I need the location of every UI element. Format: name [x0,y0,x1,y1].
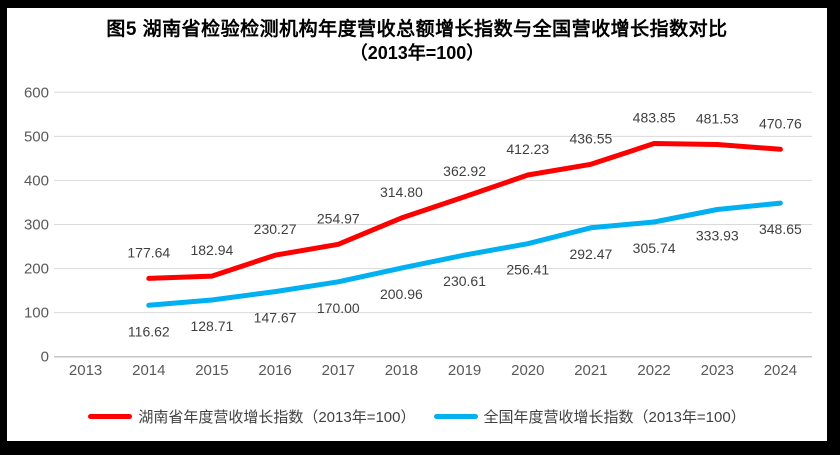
chart-title-line2: （2013年=100） [349,43,485,63]
hunan-series-data-label: 436.55 [569,130,612,146]
national-series-data-label: 292.47 [569,246,612,262]
national-series-data-label: 128.71 [190,318,233,334]
plot-svg: 0 100 200 300 400 500 600 2013 2014 2015 2016 2017 2… [24,84,812,379]
x-tick-label: 2013 [69,362,102,379]
legend-item-hunan: 湖南省年度营收增长指数（2013年=100） [88,406,416,427]
x-tick-label: 2020 [511,362,544,379]
y-tick-label: 500 [24,128,49,145]
chart-title: 图5 湖南省检验检测机构年度营收总额增长指数与全国营收增长指数对比 （2013年… [7,18,827,64]
hunan-series-line [146,141,783,281]
y-tick-label: 0 [41,349,49,366]
x-tick-label: 2019 [448,362,481,379]
national-series-data-label: 333.93 [696,228,739,244]
chart-title-line1: 图5 湖南省检验检测机构年度营收总额增长指数与全国营收增长指数对比 [106,19,728,40]
national-series-data-label: 116.62 [128,323,170,339]
x-tick-label: 2016 [258,362,291,379]
x-tick-label: 2014 [132,362,165,379]
x-tick-label: 2022 [637,362,670,379]
hunan-series-data-label: 412.23 [506,141,549,157]
hunan-series-data-label: 182.94 [190,242,233,258]
national-series-data-label: 305.74 [633,240,676,256]
y-tick-label: 300 [24,217,49,234]
national-series-data-label: 170.00 [317,300,360,316]
national-series-line [146,200,783,308]
x-tick-label: 2015 [195,362,228,379]
hunan-series-data-label: 254.97 [317,210,360,226]
x-tick-label: 2024 [764,362,797,379]
national-series-data-label: 200.96 [380,286,423,302]
y-tick-label: 600 [24,84,49,101]
national-series-data-label: 256.41 [506,262,549,278]
x-tick-label: 2021 [574,362,607,379]
hunan-series-data-label: 314.80 [380,184,423,200]
x-tick-label: 2018 [385,362,418,379]
legend-label-hunan: 湖南省年度营收增长指数（2013年=100） [138,409,416,426]
y-tick-label: 400 [24,172,49,189]
national-series-data-label: 230.61 [443,273,486,289]
hunan-series-data-label: 230.27 [254,221,297,237]
legend-line-swatch-red [88,414,133,419]
hunan-series-data-label: 481.53 [696,111,739,127]
national-series-data-label: 348.65 [759,221,802,237]
y-tick-label: 100 [24,305,49,322]
hunan-series-data-label: 362.92 [443,163,486,179]
legend-line-swatch-blue [433,414,478,419]
legend: 湖南省年度营收增长指数（2013年=100） 全国年度营收增长指数（2013年=… [7,406,827,427]
hunan-series-data-label: 483.85 [633,110,676,126]
legend-item-national: 全国年度营收增长指数（2013年=100） [433,406,746,427]
x-tick-label: 2017 [322,362,355,379]
y-tick-label: 200 [24,261,49,278]
hunan-series-data-label: 470.76 [759,115,802,131]
hunan-series-data-label: 177.64 [127,244,170,260]
national-series-data-label: 147.67 [254,310,297,326]
legend-label-national: 全国年度营收增长指数（2013年=100） [483,409,746,426]
x-tick-label: 2023 [701,362,734,379]
